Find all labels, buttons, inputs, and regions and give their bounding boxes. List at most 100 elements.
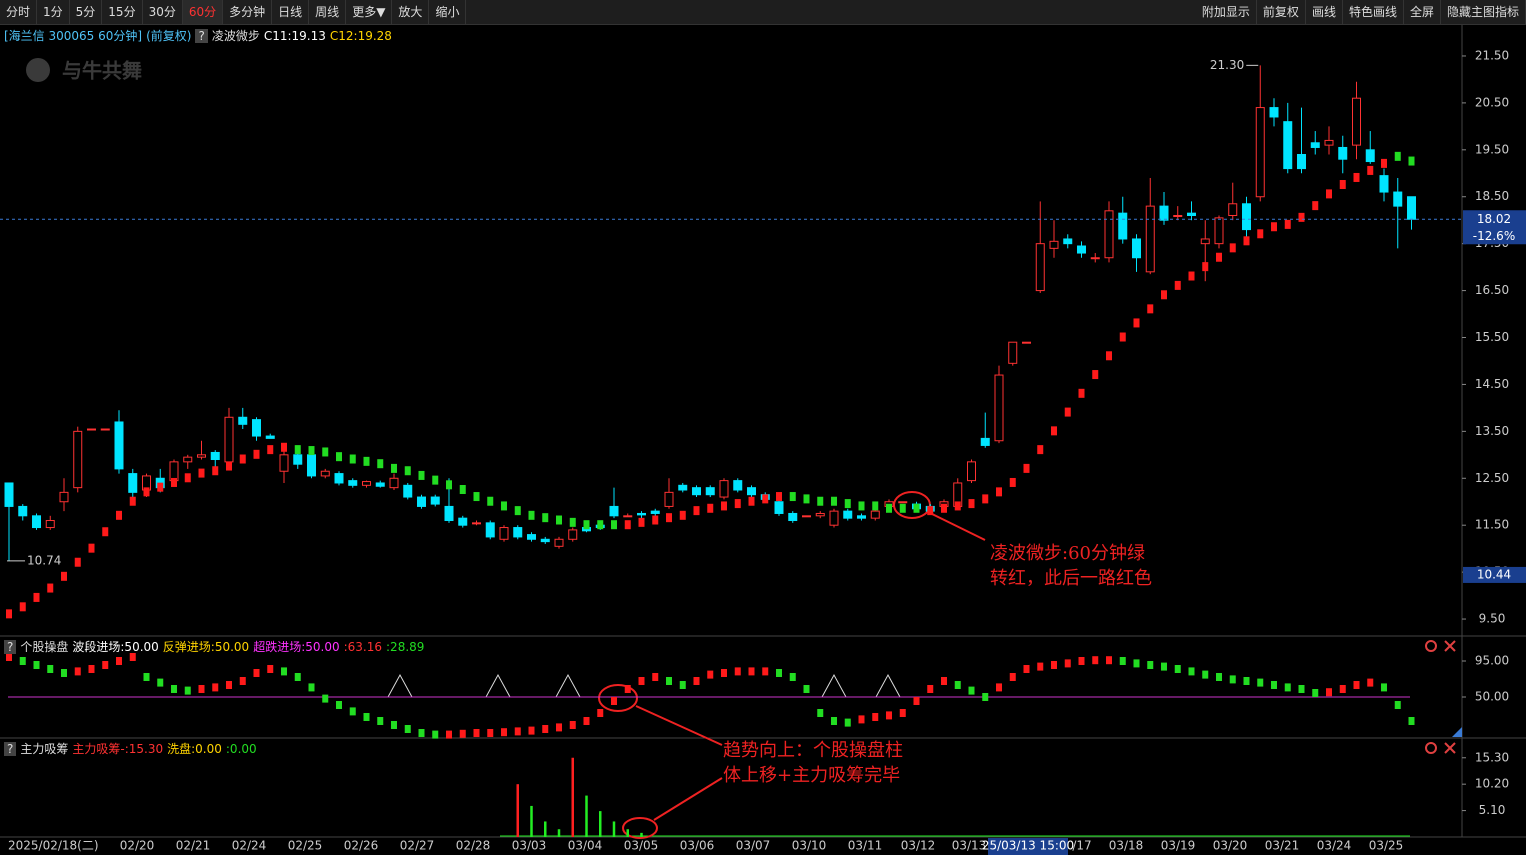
candle-body [540,538,550,543]
toolbar-button[interactable]: 附加显示 [1196,0,1257,24]
candle-body [334,473,344,484]
candle-body [307,454,316,477]
candle-body [114,421,124,470]
toolbar-button[interactable]: 60分 [182,0,224,24]
indicator-dot [446,730,452,739]
toolbar-button[interactable]: 画线 [1306,0,1343,24]
indicator-dot [349,707,356,716]
candle-body [1104,210,1114,259]
legend-item: 波段进场:50.00 [72,640,159,654]
indicator-dot [157,678,164,687]
annotation: 转红，此后一路红色 [990,568,1152,589]
chart-header: [海兰信 300065 60分钟] (前复权)? 凌波微步 C11:19.13 C12:… [4,27,396,44]
toolbar-button[interactable]: 放大 [392,0,430,24]
toolbar-button[interactable]: 分时 [0,0,38,24]
trend-dot [1257,229,1264,239]
trend-dot [721,501,727,511]
indicator-dot [1051,661,1057,669]
help[interactable]: ? [4,742,17,756]
indicator-dot [459,729,466,738]
price-tag-change: -12.6% [1473,229,1515,243]
x-tick-label: 02/26 [344,839,379,853]
help[interactable]: ? [195,29,208,43]
candle-body [1283,121,1293,170]
toolbar-button[interactable]: 更多▼ [346,0,393,24]
candle-body [1063,238,1073,245]
candle-body [444,505,454,522]
candle-body [692,487,701,496]
x-tick-label: 03/10 [792,839,827,853]
trend-dot [844,499,851,509]
candle-body [1269,107,1279,118]
toolbar-button[interactable]: 特色画线 [1343,0,1404,24]
indicator-dot [789,673,796,681]
trend-dot [1037,445,1044,455]
trend-dot [473,492,480,502]
toolbar-button[interactable]: 前复权 [1257,0,1306,24]
toolbar-button[interactable]: 日线 [272,0,310,24]
indicator-dot [116,657,122,665]
indicator-dot [1037,662,1044,671]
indicator-dot [638,677,645,685]
indicator-dot [1339,685,1346,693]
trend-dot [583,520,590,530]
help[interactable]: ? [4,640,17,654]
candle-body [527,534,536,540]
toolbar-button[interactable]: 多分钟 [223,0,273,24]
indicator-dot [817,709,824,717]
candle-body [1118,212,1128,240]
indicator-dot [129,653,136,661]
corner-marker [1452,727,1462,737]
y-tick-label: 14.50 [1475,377,1509,391]
x-tick-label: 2025/02/18(二) [8,839,99,853]
panel-icons [1425,640,1456,754]
candle-body [774,501,784,514]
indicator-dot [432,730,439,739]
candle-body [1090,257,1100,260]
trend-dot [336,452,342,462]
candle-body [1159,205,1169,221]
indicator-dot [693,677,700,685]
trend-dot [6,609,12,619]
candle-body [705,487,715,496]
x-tick-label: 02/28 [456,839,491,853]
annotation-shapes [598,491,986,839]
indicator-dot [666,677,672,685]
toolbar-button[interactable]: 15分 [102,0,143,24]
toolbar-button[interactable]: 隐藏主图指标 [1441,0,1526,24]
annotation: 体上移+主力吸筹完毕 [723,765,900,786]
indicator-dot [336,701,342,709]
toolbar-button[interactable]: 1分 [37,0,70,24]
trend-dot [1271,222,1277,232]
candle-body [485,522,495,538]
trend-dot [88,543,95,553]
indicator-dot [1394,701,1401,709]
candle-body [857,515,866,519]
toolbar-button[interactable]: 全屏 [1404,0,1441,24]
candle-body [293,454,303,465]
candle-body [1214,217,1224,245]
trend-dot [157,482,164,492]
x-tick-label: 03/05 [624,839,659,853]
indicator-dot [1408,717,1415,725]
trend-dot [652,515,659,525]
indicator-dot [391,721,397,729]
indicator-dot [1381,683,1387,692]
indicator-dot [776,669,782,677]
toolbar-button[interactable]: 周线 [309,0,347,24]
trend-dot [1119,332,1126,342]
trend-dot [542,513,549,523]
toolbar-button[interactable]: 缩小 [429,0,467,24]
candle-body [1407,196,1416,220]
toolbar-button[interactable]: 5分 [70,0,103,24]
indicator-dot [748,667,755,676]
indicator-dot [1298,685,1305,693]
x-tick-label: 03/21 [1265,839,1300,853]
x-tick-label: 03/12 [901,839,936,853]
indicator-dot [501,728,507,737]
candle-body [719,480,729,498]
trend-dot [1229,243,1236,253]
toolbar-button[interactable]: 30分 [143,0,183,24]
indicator-dot [19,657,26,665]
